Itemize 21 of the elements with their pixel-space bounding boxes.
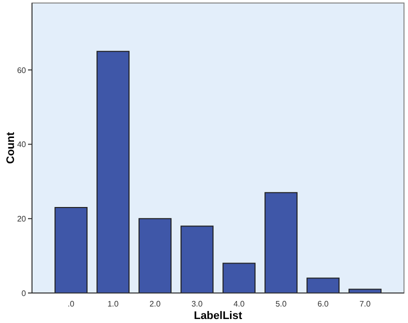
- y-tick-label: 40: [17, 140, 27, 150]
- bar: [222, 262, 256, 293]
- y-axis-title: Count: [4, 132, 17, 164]
- y-tick-label: 0: [22, 288, 27, 298]
- y-tick-label: 20: [17, 214, 27, 224]
- bar: [96, 50, 130, 293]
- bar: [138, 218, 172, 293]
- bar: [264, 192, 298, 293]
- x-axis-title: LabelList: [194, 310, 242, 322]
- x-tick-label: 2.0: [149, 300, 162, 309]
- x-tick-label: 5.0: [275, 300, 288, 309]
- bar: [54, 206, 88, 293]
- x-tick-label: 1.0: [107, 300, 120, 309]
- x-tick-label: 4.0: [233, 300, 246, 309]
- x-tick-label: 7.0: [359, 300, 372, 309]
- x-tick-label: 3.0: [191, 300, 204, 309]
- bar: [180, 226, 214, 293]
- x-tick-label: .0: [68, 300, 75, 309]
- y-tick-label: 60: [17, 66, 27, 75]
- bar: [306, 278, 340, 293]
- x-tick-label: 6.0: [317, 300, 330, 309]
